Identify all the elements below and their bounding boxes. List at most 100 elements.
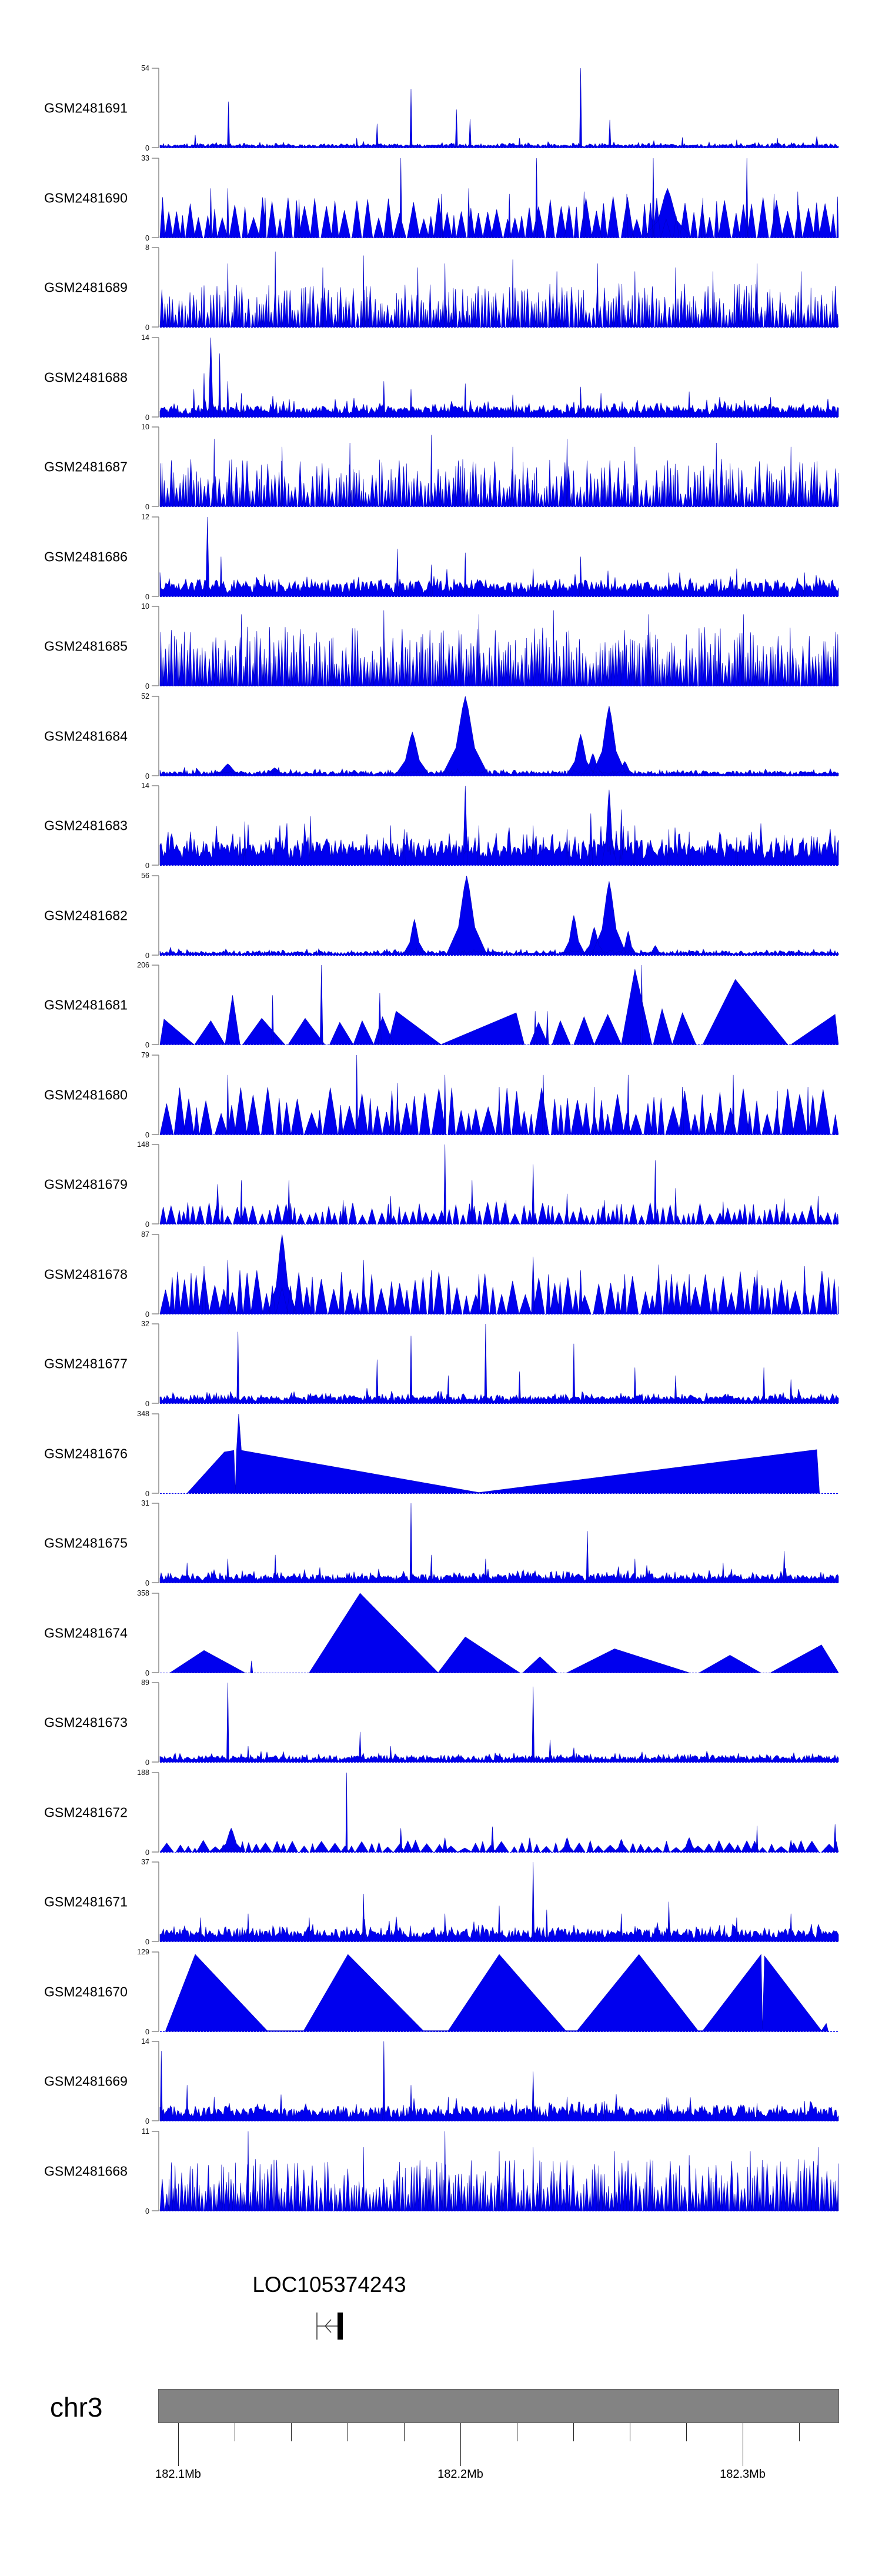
coverage-signal-area xyxy=(159,785,839,866)
track-signal-plot xyxy=(152,426,839,507)
track-ymax-value: 206 xyxy=(137,961,149,969)
coverage-signal-area xyxy=(186,1413,820,1494)
track-ymax-value: 87 xyxy=(141,1230,149,1239)
track-ymax-value: 14 xyxy=(141,782,149,790)
coverage-signal-area xyxy=(159,1682,839,1763)
track-label: GSM2481686 xyxy=(44,549,128,564)
track-ymax-value: 52 xyxy=(141,692,149,700)
y-axis-bracket xyxy=(152,1055,159,1135)
track-ymax-value: 188 xyxy=(137,1769,149,1777)
track-ymax-value: 54 xyxy=(141,64,149,72)
coverage-signal-area xyxy=(159,68,839,148)
track-ymax-value: 10 xyxy=(141,423,149,431)
track-label: GSM2481684 xyxy=(44,728,128,743)
track-ymin-value: 0 xyxy=(145,234,149,242)
y-axis-bracket xyxy=(152,337,159,418)
track-row: GSM2481674 358 0 xyxy=(0,1589,882,1677)
y-axis-bracket xyxy=(152,1593,159,1673)
track-signal-plot xyxy=(152,965,839,1045)
coverage-signal-area xyxy=(159,337,839,418)
gene-exon-block xyxy=(338,2313,343,2340)
track-signal-plot xyxy=(152,68,839,148)
coverage-signal-area xyxy=(159,2041,839,2121)
track-ymin-value: 0 xyxy=(145,1579,149,1587)
track-row: GSM2481682 56 0 xyxy=(0,872,882,960)
gene-model-glyph xyxy=(316,2313,343,2340)
track-ymin-value: 0 xyxy=(145,1938,149,1946)
coverage-signal-area xyxy=(165,1954,829,2032)
ruler-minor-tick xyxy=(573,2423,574,2441)
ruler-minor-tick xyxy=(799,2423,800,2441)
track-ymax-value: 31 xyxy=(141,1499,149,1507)
ruler-label-182.3Mb: 182.3Mb xyxy=(720,2468,766,2481)
track-label: GSM2481671 xyxy=(44,1894,128,1909)
track-signal-plot xyxy=(152,606,839,686)
track-signal-plot xyxy=(152,1144,839,1224)
track-label: GSM2481687 xyxy=(44,459,128,474)
track-label: GSM2481682 xyxy=(44,907,128,923)
track-ymin-value: 0 xyxy=(145,862,149,870)
y-axis-bracket xyxy=(152,2131,159,2211)
track-label: GSM2481681 xyxy=(44,997,128,1012)
coverage-signal-area xyxy=(159,1861,839,1942)
track-row: GSM2481668 11 0 xyxy=(0,2127,882,2215)
y-axis-bracket xyxy=(152,1682,159,1763)
track-row: GSM2481678 87 0 xyxy=(0,1230,882,1319)
y-axis-bracket xyxy=(152,1772,159,1853)
track-ymin-value: 0 xyxy=(145,952,149,960)
ruler-major-tick xyxy=(178,2423,179,2466)
track-signal-plot xyxy=(152,2041,839,2121)
track-signal-plot xyxy=(152,1234,839,1314)
track-ymax-value: 37 xyxy=(141,1858,149,1866)
track-label: GSM2481683 xyxy=(44,817,128,833)
chromosome-label: chr3 xyxy=(50,2392,103,2422)
track-row: GSM2481690 33 0 xyxy=(0,154,882,242)
coverage-signal-area xyxy=(159,1772,839,1853)
track-row: GSM2481676 348 0 xyxy=(0,1410,882,1498)
track-ymin-value: 0 xyxy=(145,2028,149,2036)
y-axis-bracket xyxy=(152,696,159,776)
track-row: GSM2481688 14 0 xyxy=(0,333,882,422)
track-ymin-value: 0 xyxy=(145,772,149,780)
track-row: GSM2481689 8 0 xyxy=(0,243,882,332)
ruler-minor-tick xyxy=(291,2423,292,2441)
track-label: GSM2481672 xyxy=(44,1804,128,1820)
track-ymax-value: 79 xyxy=(141,1051,149,1059)
track-label: GSM2481669 xyxy=(44,2073,128,2088)
ruler-minor-tick xyxy=(404,2423,405,2441)
track-signal-plot xyxy=(152,875,839,956)
track-row: GSM2481691 54 0 xyxy=(0,64,882,152)
track-signal-plot xyxy=(152,516,839,597)
track-label: GSM2481688 xyxy=(44,369,128,385)
track-row: GSM2481681 206 0 xyxy=(0,961,882,1049)
track-signal-plot xyxy=(152,337,839,418)
track-label: GSM2481674 xyxy=(44,1625,128,1640)
coverage-signal-area xyxy=(159,1503,839,1583)
track-label: GSM2481678 xyxy=(44,1266,128,1282)
y-axis-bracket xyxy=(152,247,159,328)
track-label: GSM2481679 xyxy=(44,1176,128,1192)
track-ymin-value: 0 xyxy=(145,144,149,152)
coverage-signal-area xyxy=(159,875,839,956)
track-ymin-value: 0 xyxy=(145,323,149,332)
track-ymin-value: 0 xyxy=(145,413,149,422)
track-ymin-value: 0 xyxy=(145,1041,149,1049)
track-signal-plot xyxy=(152,247,839,328)
track-row: GSM2481679 148 0 xyxy=(0,1140,882,1229)
y-axis-bracket xyxy=(152,516,159,597)
track-label: GSM2481675 xyxy=(44,1535,128,1550)
track-signal-plot xyxy=(152,158,839,238)
track-row: GSM2481672 188 0 xyxy=(0,1769,882,1857)
track-signal-plot xyxy=(152,2131,839,2211)
ruler-label-182.1Mb: 182.1Mb xyxy=(155,2468,201,2481)
track-ymax-value: 14 xyxy=(141,333,149,342)
track-ymin-value: 0 xyxy=(145,1220,149,1229)
y-axis-bracket xyxy=(152,606,159,686)
track-ymax-value: 8 xyxy=(145,243,149,252)
track-ymin-value: 0 xyxy=(145,682,149,690)
track-signal-plot xyxy=(152,1593,839,1673)
track-ymin-value: 0 xyxy=(145,2207,149,2215)
track-signal-plot xyxy=(152,1413,838,1494)
track-signal-plot xyxy=(152,696,839,776)
